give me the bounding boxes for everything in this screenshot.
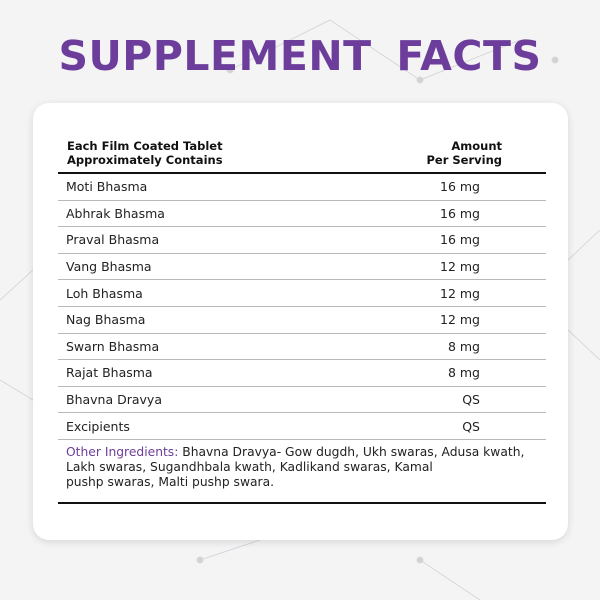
ingredient-name: Rajat Bhasma (66, 365, 153, 381)
other-ingredients-line: Bhavna Dravya- Gow dugdh, Ukh swaras, Ad… (178, 445, 525, 459)
header-right: Amount Per Serving (426, 139, 502, 167)
table-row: Moti Bhasma 16 mg (58, 174, 546, 201)
table-row: Rajat Bhasma 8 mg (58, 360, 546, 387)
table-row: Nag Bhasma 12 mg (58, 307, 546, 334)
ingredient-amount: 16 mg (440, 179, 480, 195)
ingredient-amount: QS (462, 392, 480, 408)
ingredient-amount: 8 mg (447, 365, 480, 381)
ingredient-amount: 8 mg (447, 338, 480, 354)
other-ingredients-label: Other Ingredients: (66, 445, 179, 459)
ingredient-name: Bhavna Dravya (66, 392, 162, 408)
ingredient-name: Vang Bhasma (66, 259, 152, 275)
table-row: Praval Bhasma 16 mg (58, 227, 546, 254)
table-row: Loh Bhasma 12 mg (58, 280, 546, 307)
other-ingredients-line: Lakh swaras, Sugandhbala kwath, Kadlikan… (66, 460, 433, 474)
facts-table: Moti Bhasma 16 mg Abhrak Bhasma 16 mg Praval… (58, 174, 546, 440)
table-row: Vang Bhasma 12 mg (58, 254, 546, 281)
table-row: Abhrak Bhasma 16 mg (58, 201, 546, 228)
header-right-line: Amount (451, 139, 502, 153)
header-left-line: Approximately Contains (67, 153, 223, 167)
supplement-facts-card: Each Film Coated Tablet Approximately Co… (33, 103, 568, 540)
footer-divider (58, 502, 546, 504)
ingredient-name: Praval Bhasma (66, 232, 160, 248)
header-left: Each Film Coated Tablet Approximately Co… (67, 139, 223, 167)
page-title: SUPPLEMENT FACTS (58, 32, 542, 80)
header-left-line: Each Film Coated Tablet (67, 139, 223, 153)
table-row: Bhavna Dravya QS (58, 387, 546, 414)
ingredient-amount: 12 mg (440, 285, 480, 301)
ingredient-name: Loh Bhasma (66, 285, 143, 301)
ingredient-name: Abhrak Bhasma (66, 205, 165, 221)
ingredient-name: Moti Bhasma (66, 179, 148, 195)
ingredient-amount: 16 mg (440, 205, 480, 221)
table-header: Each Film Coated Tablet Approximately Co… (67, 139, 502, 167)
ingredient-name: Nag Bhasma (66, 312, 146, 328)
ingredient-amount: 16 mg (440, 232, 480, 248)
table-row: Swarn Bhasma 8 mg (58, 334, 546, 361)
ingredient-name: Excipients (66, 418, 130, 434)
ingredient-amount: QS (462, 418, 480, 434)
table-row: Excipients QS (58, 413, 546, 440)
other-ingredients: Other Ingredients: Bhavna Dravya- Gow du… (66, 445, 526, 490)
ingredient-amount: 12 mg (440, 259, 480, 275)
ingredient-amount: 12 mg (440, 312, 480, 328)
ingredient-name: Swarn Bhasma (66, 338, 160, 354)
header-divider (58, 172, 546, 174)
header-right-line: Per Serving (426, 153, 502, 167)
other-ingredients-line: pushp swaras, Malti pushp swara. (66, 475, 275, 489)
